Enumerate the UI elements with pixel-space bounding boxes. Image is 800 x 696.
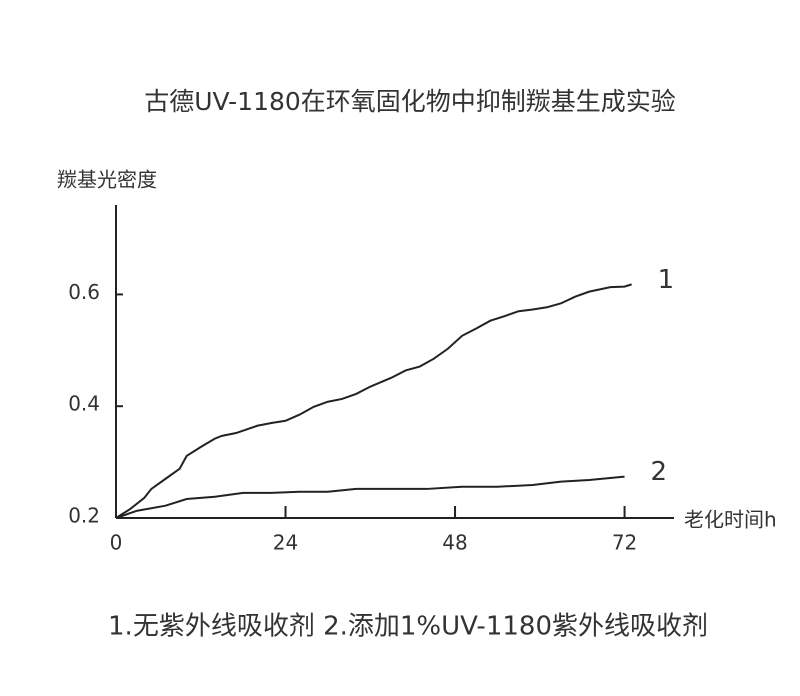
x-axis-label: 老化时间h [684,508,777,532]
x-tick-label: 48 [442,531,467,555]
y-tick-label: 0.6 [68,280,100,304]
x-tick-label: 24 [273,531,298,555]
data-line [115,475,625,519]
series-label: 1 [658,265,675,295]
chart-title: 古德UV-1180在环氧固化物中抑制羰基生成实验 [144,87,676,116]
caption: 1.无紫外线吸收剂 2.添加1%UV-1180紫外线吸收剂 [108,612,708,642]
y-axis-label: 羰基光密度 [57,168,157,192]
x-tick-label: 0 [110,531,123,555]
data-line [115,283,632,519]
y-tick-label: 0.4 [68,392,100,416]
y-tick-label: 0.2 [68,504,100,528]
series-label: 2 [651,457,668,487]
x-tick-label: 72 [612,531,637,555]
